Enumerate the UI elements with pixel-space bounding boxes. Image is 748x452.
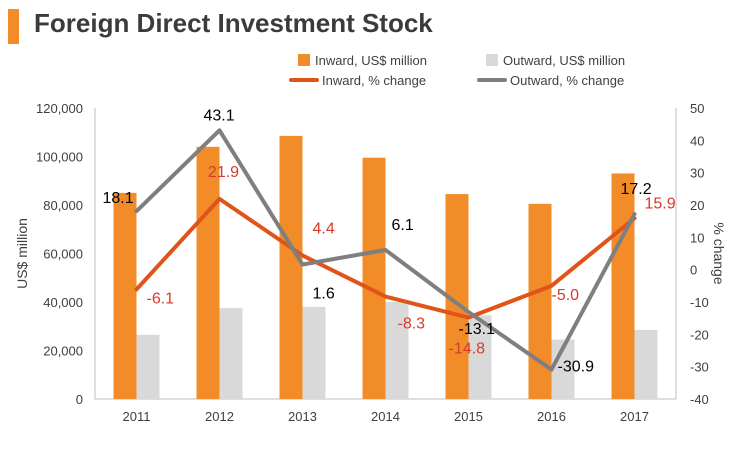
- bar-outward: [136, 334, 160, 399]
- y2-tick-label: -30: [690, 360, 709, 375]
- y-tick-label: 120,000: [36, 101, 83, 116]
- outward-change-data-label: -13.1: [459, 321, 496, 338]
- outward-change-data-label: 43.1: [204, 107, 235, 124]
- x-tick-label: 2014: [371, 409, 400, 424]
- y2-tick-label: 30: [690, 166, 704, 181]
- x-tick-label: 2012: [205, 409, 234, 424]
- bar-inward: [113, 192, 137, 399]
- inward-change-data-label: -8.3: [398, 316, 426, 333]
- inward-change-data-label: -14.8: [449, 341, 486, 358]
- y2-tick-label: 10: [690, 230, 704, 245]
- bar-inward: [279, 135, 303, 399]
- y2-tick-label: 0: [690, 263, 697, 278]
- inward-change-data-label: 21.9: [208, 164, 239, 181]
- outward-change-data-label: -30.9: [558, 359, 595, 376]
- outward-change-data-label: 18.1: [103, 190, 134, 207]
- x-tick-label: 2016: [537, 409, 566, 424]
- outward-change-data-label: 6.1: [392, 217, 414, 234]
- title-accent-bar: [8, 9, 19, 44]
- bar-outward: [551, 339, 575, 399]
- legend-inward-bar-label: Inward, US$ million: [315, 53, 427, 68]
- bar-outward: [634, 329, 658, 399]
- y-axis-title: US$ million: [14, 218, 30, 289]
- y2-tick-label: -10: [690, 295, 709, 310]
- bar-inward: [362, 157, 386, 399]
- inward-change-data-label: 4.4: [313, 220, 335, 237]
- bar-inward: [528, 203, 552, 399]
- x-tick-label: 2011: [123, 409, 151, 424]
- bar-inward: [196, 146, 220, 399]
- x-tick-label: 2015: [454, 409, 483, 424]
- y-tick-label: 60,000: [43, 247, 83, 262]
- y-tick-label: 20,000: [43, 344, 83, 359]
- bar-inward: [445, 194, 469, 399]
- y2-tick-label: 20: [690, 198, 704, 213]
- bar-outward: [219, 308, 243, 399]
- legend-outward-line-label: Outward, % change: [510, 73, 624, 88]
- inward-change-data-label: -6.1: [147, 290, 175, 307]
- bar-outward: [385, 302, 409, 399]
- y2-tick-label: -40: [690, 392, 709, 407]
- x-tick-label: 2017: [620, 409, 649, 424]
- outward-change-data-label: 1.6: [313, 285, 335, 302]
- y2-axis-title: % change: [711, 222, 727, 284]
- legend-inward-bar-swatch: [298, 54, 310, 66]
- legend-inward-line-label: Inward, % change: [322, 73, 426, 88]
- inward-change-data-label: -5.0: [552, 287, 580, 304]
- y2-tick-label: 50: [690, 101, 704, 116]
- y2-tick-label: -20: [690, 327, 709, 342]
- bar-outward: [468, 315, 492, 399]
- outward-change-data-label: 17.2: [621, 181, 652, 198]
- y-tick-label: 40,000: [43, 295, 83, 310]
- y-tick-label: 0: [76, 392, 83, 407]
- outward-change-line: [134, 128, 637, 372]
- bar-outward: [302, 306, 326, 399]
- inward-change-line: [134, 196, 637, 320]
- y-tick-label: 100,000: [36, 150, 83, 165]
- chart-title: Foreign Direct Investment Stock: [34, 8, 433, 38]
- legend-outward-bar-swatch: [486, 54, 498, 66]
- inward-change-data-label: 15.9: [645, 195, 676, 212]
- x-tick-label: 2013: [288, 409, 317, 424]
- y-tick-label: 80,000: [43, 198, 83, 213]
- bar-inward: [611, 173, 635, 399]
- y2-tick-label: 40: [690, 133, 704, 148]
- legend-outward-bar-label: Outward, US$ million: [503, 53, 625, 68]
